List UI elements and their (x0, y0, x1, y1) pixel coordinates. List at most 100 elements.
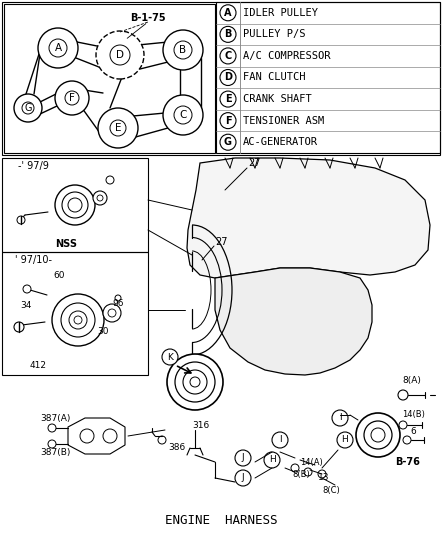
Circle shape (403, 436, 411, 444)
Text: IDLER PULLEY: IDLER PULLEY (243, 8, 318, 18)
Circle shape (93, 191, 107, 205)
Circle shape (49, 39, 67, 57)
Circle shape (68, 198, 82, 212)
Circle shape (337, 432, 353, 448)
Circle shape (17, 216, 25, 224)
Circle shape (190, 377, 200, 387)
Text: C: C (179, 110, 187, 120)
Bar (2, 2, 440, 155)
Text: 34: 34 (20, 301, 31, 310)
Text: 8(A): 8(A) (402, 376, 421, 384)
Circle shape (183, 370, 207, 394)
Circle shape (80, 429, 94, 443)
Text: 8(B): 8(B) (292, 469, 310, 479)
Circle shape (55, 185, 95, 225)
Circle shape (96, 31, 144, 79)
Text: J: J (242, 474, 244, 483)
Circle shape (61, 303, 95, 337)
Text: E: E (225, 94, 231, 104)
Text: B: B (179, 45, 187, 55)
Circle shape (62, 192, 88, 218)
Circle shape (364, 421, 392, 449)
Text: C: C (225, 51, 232, 61)
Text: D: D (224, 73, 232, 83)
Circle shape (174, 106, 192, 124)
Circle shape (291, 464, 299, 472)
Circle shape (399, 421, 407, 429)
Text: FAN CLUTCH: FAN CLUTCH (243, 73, 305, 83)
Text: 412: 412 (30, 361, 47, 370)
Circle shape (163, 95, 203, 135)
Circle shape (98, 108, 138, 148)
Circle shape (162, 349, 178, 365)
Text: PULLEY P/S: PULLEY P/S (243, 29, 305, 39)
Text: B-76: B-76 (395, 457, 420, 467)
Text: 13: 13 (318, 473, 329, 481)
Text: E: E (115, 123, 121, 133)
Text: 14(A): 14(A) (300, 458, 323, 466)
Text: A/C COMPRESSOR: A/C COMPRESSOR (243, 51, 331, 61)
Circle shape (332, 410, 348, 426)
Circle shape (167, 354, 223, 410)
Circle shape (158, 436, 166, 444)
Text: B-1-75: B-1-75 (130, 13, 166, 23)
Text: 96: 96 (112, 299, 123, 307)
Text: A: A (54, 43, 61, 53)
Circle shape (318, 470, 326, 478)
Text: D: D (116, 50, 124, 60)
Text: 27: 27 (248, 158, 260, 168)
Text: G: G (24, 103, 32, 113)
Circle shape (14, 322, 24, 332)
Circle shape (97, 195, 103, 201)
Circle shape (235, 450, 251, 466)
Circle shape (55, 81, 89, 115)
Text: 316: 316 (192, 420, 209, 429)
Circle shape (371, 428, 385, 442)
Circle shape (108, 309, 116, 317)
Circle shape (48, 424, 56, 432)
Text: AC-GENERATOR: AC-GENERATOR (243, 137, 318, 147)
Text: ' 97/10-: ' 97/10- (15, 255, 52, 265)
Text: 30: 30 (97, 327, 108, 336)
Text: I: I (339, 413, 341, 423)
Text: G: G (224, 137, 232, 147)
Circle shape (163, 30, 203, 70)
Polygon shape (68, 418, 125, 454)
Circle shape (174, 41, 192, 59)
Text: F: F (69, 93, 75, 103)
Text: 386: 386 (168, 444, 185, 453)
Text: A: A (224, 8, 232, 18)
Text: TENSIONER ASM: TENSIONER ASM (243, 116, 324, 126)
Circle shape (272, 432, 288, 448)
Polygon shape (187, 158, 430, 278)
Bar (2, 158, 148, 252)
Circle shape (14, 94, 42, 122)
Circle shape (106, 176, 114, 184)
Circle shape (356, 413, 400, 457)
Text: H: H (342, 435, 348, 444)
Circle shape (74, 316, 82, 324)
Text: CRANK SHAFT: CRANK SHAFT (243, 94, 312, 104)
Circle shape (304, 468, 312, 476)
Bar (4, 4, 215, 153)
Circle shape (235, 470, 251, 486)
Text: ENGINE  HARNESS: ENGINE HARNESS (165, 514, 277, 526)
Circle shape (23, 285, 31, 293)
Circle shape (110, 45, 130, 65)
Text: I: I (279, 435, 281, 444)
Text: 387(A): 387(A) (40, 413, 70, 423)
Circle shape (65, 91, 79, 105)
Circle shape (103, 304, 121, 322)
Text: H: H (269, 455, 275, 464)
Circle shape (52, 294, 104, 346)
Text: 6: 6 (410, 428, 416, 437)
Circle shape (48, 440, 56, 448)
Text: NSS: NSS (55, 239, 77, 249)
Text: 60: 60 (53, 271, 65, 280)
Circle shape (38, 28, 78, 68)
Text: J: J (242, 454, 244, 463)
Text: F: F (225, 116, 231, 126)
Circle shape (103, 429, 117, 443)
Bar (2, 252, 148, 375)
Text: B: B (224, 29, 232, 39)
